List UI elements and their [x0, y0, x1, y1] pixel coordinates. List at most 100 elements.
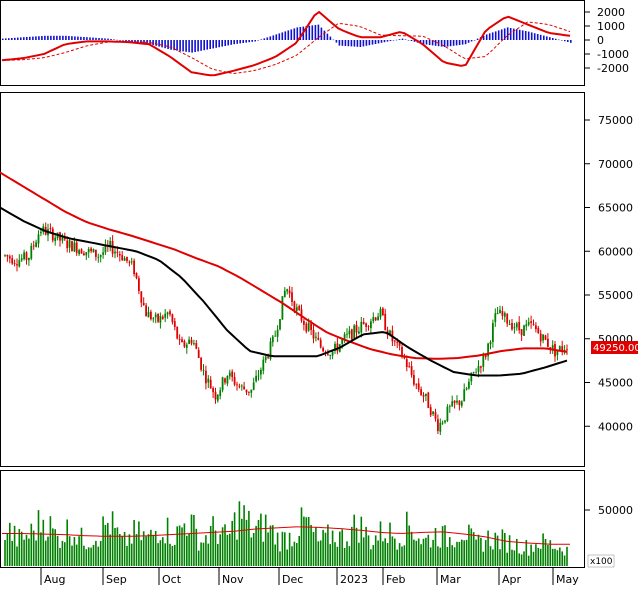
macd-histogram-bar [512, 28, 515, 40]
macd-histogram-bar [422, 40, 425, 45]
volume-bar [166, 517, 169, 566]
candle-body [140, 291, 143, 303]
macd-histogram-bar [323, 30, 326, 40]
macd-histogram-bar [11, 38, 13, 40]
candle-body [350, 329, 353, 340]
candle-body [480, 366, 482, 368]
macd-histogram-bar [293, 28, 296, 40]
macd-histogram-bar [314, 25, 317, 40]
macd-histogram-bar [98, 38, 100, 40]
volume-bar [47, 536, 49, 566]
macd-histogram-bar [365, 40, 368, 46]
macd-histogram-bar [335, 40, 338, 43]
candle-body [51, 228, 54, 241]
volume-bar [351, 526, 353, 566]
candle-body [216, 394, 219, 401]
candle-body [544, 335, 547, 340]
candle-body [362, 322, 365, 324]
volume-bar [264, 514, 267, 566]
macd-histogram-bar [374, 40, 377, 44]
candle-body [518, 322, 521, 331]
macd-histogram-bar [428, 40, 431, 45]
candle-body [563, 349, 566, 351]
macd-histogram-bar [8, 38, 10, 40]
volume-bar [154, 531, 157, 566]
macd-histogram-bar [14, 37, 16, 40]
candle-body [116, 251, 119, 253]
moving-average-red [0, 171, 568, 360]
volume-bar [492, 549, 494, 566]
macd-histogram-bar [482, 35, 485, 40]
volume-bar [284, 532, 286, 566]
candle-body [166, 312, 169, 315]
candle-body [420, 389, 422, 395]
volume-bar [379, 521, 382, 566]
macd-histogram-bar [284, 31, 287, 40]
volume-bar [374, 535, 377, 566]
macd-y-tick-label: -2000 [597, 62, 629, 75]
volume-bar [484, 540, 487, 566]
candle-body [331, 351, 334, 356]
candle-body [200, 357, 202, 370]
macd-histogram-bar [561, 40, 563, 41]
macd-histogram-bar [140, 40, 142, 43]
volume-bar [13, 525, 16, 566]
macd-histogram-bar [404, 39, 407, 40]
last-price-value: 49250.00 [593, 343, 640, 354]
macd-histogram-bar [567, 40, 569, 42]
macd-histogram-bar [56, 35, 58, 40]
macd-histogram-bar [29, 36, 31, 40]
macd-histogram-bar [311, 25, 314, 40]
volume-bar [257, 520, 260, 566]
volume-bar [377, 540, 379, 566]
macd-histogram-bar [65, 35, 67, 40]
volume-bar [159, 540, 162, 566]
volume-bar [133, 520, 135, 566]
macd-histogram-bar [524, 31, 527, 40]
volume-bar [169, 543, 171, 566]
candle-body [226, 375, 229, 384]
volume-bar [224, 524, 226, 566]
volume-bar [52, 528, 54, 566]
macd-histogram-bar [260, 39, 263, 40]
candle-body [288, 290, 291, 294]
volume-bar [164, 543, 166, 566]
candle-body [205, 370, 207, 384]
volume-bar [75, 544, 78, 566]
volume-bar [221, 527, 224, 566]
macd-histogram-bar [461, 40, 464, 45]
volume-bar [87, 547, 90, 566]
candle-body [185, 344, 188, 348]
candle-body [315, 336, 317, 338]
macd-histogram-bar [305, 26, 308, 40]
candle-body [401, 347, 403, 357]
volume-bar [463, 540, 465, 566]
macd-histogram-bar [77, 36, 79, 40]
volume-bar [370, 549, 372, 566]
candle-body [439, 422, 442, 432]
volume-bar [85, 549, 88, 566]
macd-histogram-bar [272, 35, 275, 40]
macd-histogram-bar [564, 40, 566, 42]
volume-bar [61, 540, 64, 566]
candle-body [511, 323, 513, 330]
candle-body [202, 370, 205, 371]
price-y-tick-label: 70000 [598, 158, 633, 171]
candle-body [477, 366, 480, 372]
macd-histogram-bar [527, 31, 530, 40]
candle-body [28, 258, 30, 261]
volume-bar [554, 548, 556, 566]
volume-bar [16, 546, 18, 566]
volume-bar [291, 546, 293, 566]
macd-histogram-bar [233, 40, 235, 45]
volume-bar [535, 544, 537, 566]
macd-histogram-bar [134, 40, 136, 43]
volume-bar [504, 533, 506, 566]
macd-histogram-bar [209, 40, 211, 49]
candle-body [30, 245, 33, 259]
candle-body [248, 391, 250, 393]
volume-bar [231, 520, 233, 566]
macd-histogram-bar [251, 40, 253, 42]
candle-body [193, 343, 195, 345]
candle-body [118, 254, 121, 256]
